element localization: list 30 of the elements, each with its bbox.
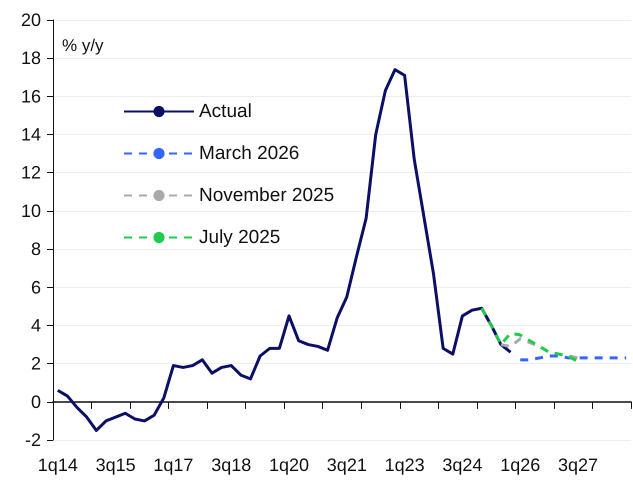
y-tick-label: 16 — [20, 86, 41, 106]
line-series — [499, 337, 580, 360]
y-tick-label: 12 — [20, 162, 41, 183]
y-axis-title: % y/y — [62, 36, 104, 55]
y-tick-label: 0 — [30, 392, 41, 412]
legend-label: Actual — [199, 101, 252, 122]
x-tick-label: 3q24 — [442, 455, 482, 475]
y-tick-label: 10 — [20, 200, 41, 221]
line-series — [480, 306, 580, 364]
y-tick-label: 6 — [30, 277, 41, 298]
legend-label: March 2026 — [199, 143, 300, 164]
legend-label: November 2025 — [199, 185, 334, 206]
y-tick-label: 18 — [20, 48, 41, 68]
y-tick-label: 4 — [30, 315, 41, 336]
x-tick-label: 1q20 — [268, 455, 310, 475]
x-tick-label: 3q15 — [96, 455, 136, 475]
y-tick-label: 2 — [30, 354, 41, 374]
x-tick-label: 3q21 — [326, 455, 367, 475]
y-tick-label: 20 — [20, 10, 41, 30]
line-series — [56, 68, 512, 432]
y-tick-label: -2 — [24, 430, 41, 450]
y-tick-label: 14 — [20, 124, 41, 145]
x-tick-label: 1q14 — [38, 455, 78, 475]
x-tick-label: 3q18 — [211, 455, 252, 475]
legend-label: July 2025 — [199, 227, 280, 248]
x-tick-label: 1q17 — [153, 455, 194, 475]
x-tick-label: 1q26 — [500, 455, 540, 475]
x-tick-label: 1q23 — [384, 455, 425, 475]
x-tick-label: 3q27 — [558, 455, 598, 475]
y-tick-label: 8 — [30, 239, 41, 260]
